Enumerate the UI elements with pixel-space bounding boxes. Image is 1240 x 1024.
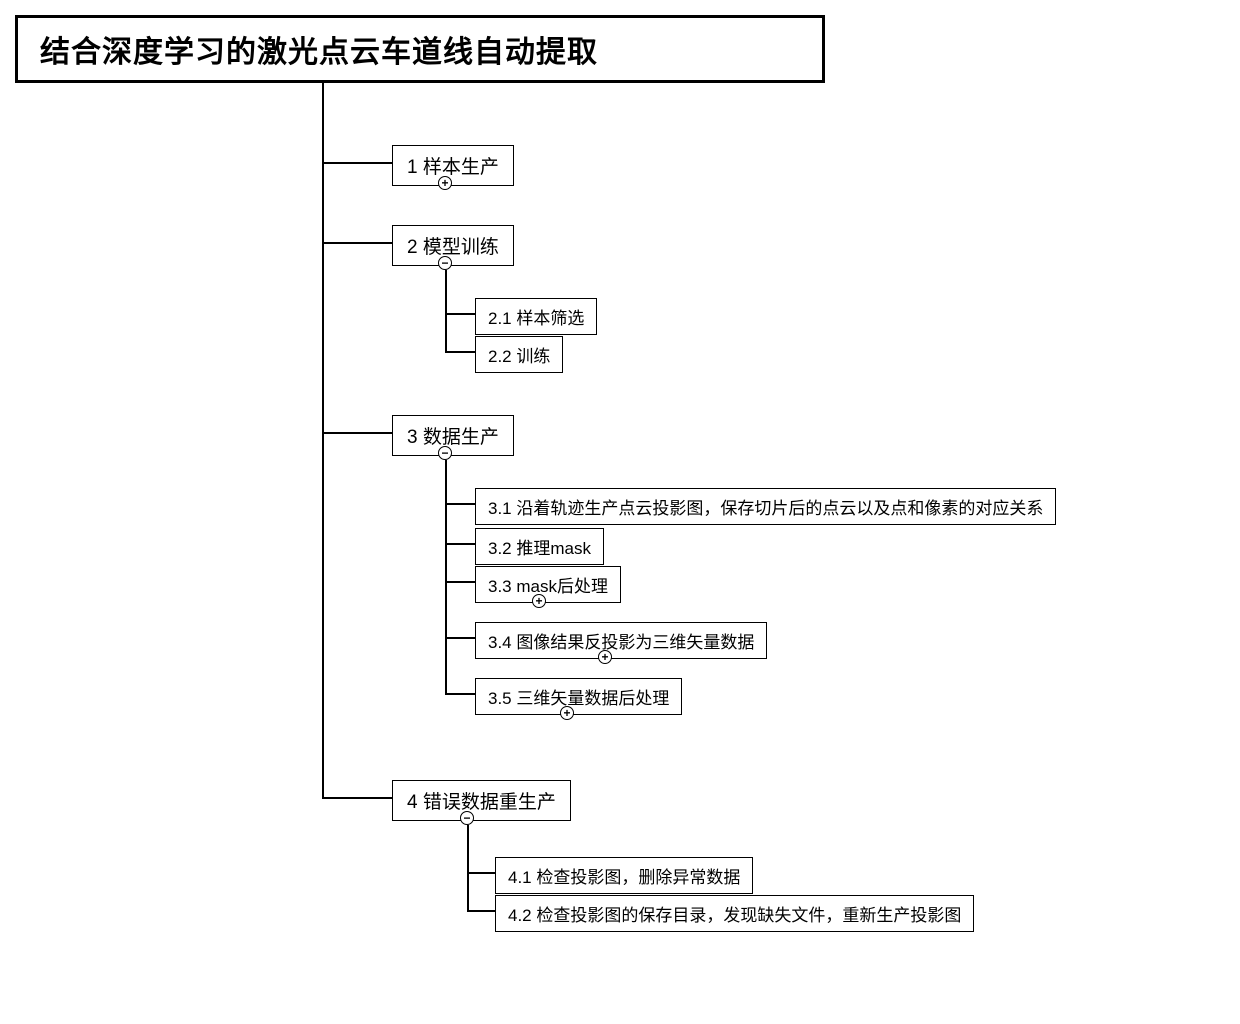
- expand-plus-icon[interactable]: +: [438, 176, 452, 190]
- connector-n3-3: [445, 581, 475, 583]
- trunk-n3-children: [445, 460, 447, 693]
- node-3-5[interactable]: 3.5 三维矢量数据后处理: [475, 678, 682, 715]
- node-2-2[interactable]: 2.2 训练: [475, 336, 563, 373]
- node-4[interactable]: 4 错误数据重生产: [392, 780, 571, 821]
- node-4-2[interactable]: 4.2 检查投影图的保存目录，发现缺失文件，重新生产投影图: [495, 895, 974, 932]
- expand-plus-icon[interactable]: +: [598, 650, 612, 664]
- connector-n4: [322, 797, 392, 799]
- root-title: 结合深度学习的激光点云车道线自动提取: [15, 15, 825, 83]
- connector-n2-2: [445, 351, 475, 353]
- node-2-1[interactable]: 2.1 样本筛选: [475, 298, 597, 335]
- connector-n2: [322, 242, 392, 244]
- node-1[interactable]: 1 样本生产: [392, 145, 514, 186]
- connector-n3-2: [445, 543, 475, 545]
- connector-n3: [322, 432, 392, 434]
- connector-n1: [322, 162, 392, 164]
- node-4-1[interactable]: 4.1 检查投影图，删除异常数据: [495, 857, 753, 894]
- connector-n2-1: [445, 313, 475, 315]
- trunk-line: [322, 83, 324, 798]
- node-3-2[interactable]: 3.2 推理mask: [475, 528, 604, 565]
- expand-minus-icon[interactable]: −: [438, 446, 452, 460]
- trunk-n4-children: [467, 825, 469, 910]
- expand-plus-icon[interactable]: +: [532, 594, 546, 608]
- node-3-1[interactable]: 3.1 沿着轨迹生产点云投影图，保存切片后的点云以及点和像素的对应关系: [475, 488, 1056, 525]
- trunk-n2-children: [445, 270, 447, 353]
- node-3-3[interactable]: 3.3 mask后处理: [475, 566, 621, 603]
- connector-n4-1: [467, 872, 495, 874]
- connector-n3-5: [445, 693, 475, 695]
- node-3[interactable]: 3 数据生产: [392, 415, 514, 456]
- connector-n3-4: [445, 637, 475, 639]
- node-2[interactable]: 2 模型训练: [392, 225, 514, 266]
- expand-minus-icon[interactable]: −: [438, 256, 452, 270]
- expand-minus-icon[interactable]: −: [460, 811, 474, 825]
- expand-plus-icon[interactable]: +: [560, 706, 574, 720]
- connector-n3-1: [445, 503, 475, 505]
- node-3-4[interactable]: 3.4 图像结果反投影为三维矢量数据: [475, 622, 767, 659]
- connector-n4-2: [467, 910, 495, 912]
